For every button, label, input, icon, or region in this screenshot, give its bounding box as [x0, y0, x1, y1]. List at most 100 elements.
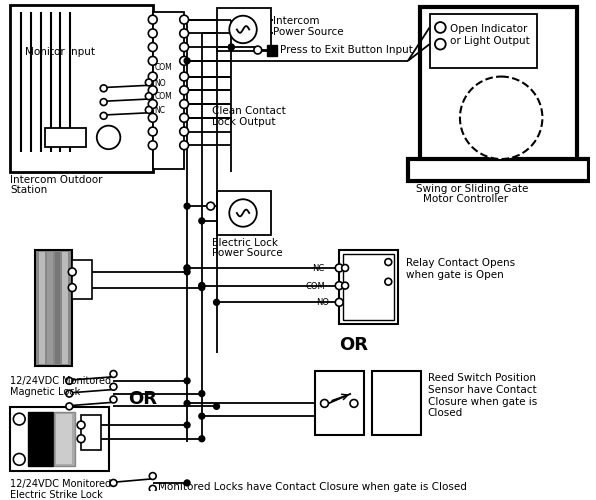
Circle shape [180, 15, 188, 24]
Circle shape [145, 79, 152, 86]
Circle shape [110, 480, 117, 486]
Circle shape [184, 480, 190, 486]
Bar [63, 252, 69, 364]
Circle shape [180, 72, 188, 81]
Circle shape [180, 141, 188, 150]
Text: Station: Station [10, 184, 48, 194]
Circle shape [148, 86, 157, 94]
Text: NC: NC [312, 264, 324, 273]
Text: Magnetic Lock: Magnetic Lock [10, 386, 80, 396]
Circle shape [180, 56, 188, 66]
Circle shape [149, 472, 156, 480]
Circle shape [435, 22, 446, 33]
Bar [46, 252, 52, 364]
Text: or Light Output: or Light Output [450, 36, 530, 46]
Circle shape [66, 403, 73, 410]
Bar [266, 45, 277, 56]
Text: Motor Controller: Motor Controller [423, 194, 508, 204]
Bar [10, 408, 108, 471]
Text: Power Source: Power Source [212, 248, 283, 258]
Circle shape [184, 265, 190, 271]
Bar [72, 260, 92, 300]
Text: COM: COM [155, 92, 172, 102]
Circle shape [228, 44, 234, 50]
Text: Lock Output: Lock Output [212, 117, 275, 127]
Circle shape [148, 100, 157, 108]
Circle shape [336, 282, 343, 290]
Circle shape [110, 384, 117, 390]
Circle shape [77, 421, 85, 429]
Circle shape [184, 400, 190, 406]
Bar [372, 371, 421, 435]
Text: COM: COM [306, 282, 325, 290]
Circle shape [184, 203, 190, 209]
Circle shape [100, 98, 107, 105]
Bar [39, 252, 45, 364]
Circle shape [199, 282, 205, 288]
Circle shape [184, 58, 190, 64]
Text: NO: NO [155, 78, 166, 88]
Circle shape [474, 90, 529, 146]
Bar [315, 371, 364, 435]
Bar [28, 412, 52, 466]
Text: 12/24VDC Monitored: 12/24VDC Monitored [10, 479, 111, 489]
Text: Closed: Closed [427, 408, 463, 418]
Circle shape [145, 106, 152, 114]
Circle shape [207, 202, 215, 210]
Circle shape [110, 396, 117, 403]
Circle shape [100, 85, 107, 92]
Text: Reed Switch Position: Reed Switch Position [427, 373, 536, 383]
Circle shape [350, 400, 358, 407]
Circle shape [336, 264, 343, 272]
Circle shape [254, 46, 262, 54]
Circle shape [145, 93, 152, 100]
Bar [54, 412, 75, 466]
Text: Swing or Sliding Gate: Swing or Sliding Gate [416, 184, 528, 194]
Text: Electric Lock: Electric Lock [212, 238, 278, 248]
Text: Intercom: Intercom [274, 16, 320, 26]
Text: Monitored Locks have Contact Closure when gate is Closed: Monitored Locks have Contact Closure whe… [157, 482, 467, 492]
Circle shape [460, 76, 542, 159]
Circle shape [199, 284, 205, 290]
Circle shape [199, 436, 205, 442]
Circle shape [180, 42, 188, 51]
Circle shape [385, 278, 392, 285]
Circle shape [148, 29, 157, 38]
Text: Monitor Input: Monitor Input [25, 47, 95, 57]
Circle shape [97, 126, 120, 149]
Bar [343, 254, 394, 320]
Circle shape [199, 492, 205, 498]
Circle shape [180, 29, 188, 38]
Circle shape [199, 413, 205, 419]
Text: COM: COM [155, 63, 172, 72]
Circle shape [342, 264, 349, 272]
Text: Intercom Outdoor: Intercom Outdoor [10, 174, 103, 184]
Circle shape [66, 378, 73, 384]
Circle shape [69, 268, 76, 276]
Circle shape [184, 378, 190, 384]
Circle shape [199, 282, 205, 288]
Text: OR: OR [128, 390, 157, 407]
Text: NO: NO [316, 298, 328, 308]
Bar [10, 5, 153, 172]
Bar [35, 250, 72, 366]
Bar [420, 7, 577, 162]
Circle shape [149, 498, 156, 500]
Circle shape [148, 15, 157, 24]
Circle shape [184, 422, 190, 428]
Circle shape [148, 72, 157, 81]
Circle shape [184, 265, 190, 271]
Text: OR: OR [339, 336, 368, 353]
Circle shape [180, 114, 188, 122]
Circle shape [69, 284, 76, 292]
Circle shape [77, 435, 85, 442]
Bar [81, 415, 101, 450]
Circle shape [148, 56, 157, 66]
Circle shape [213, 300, 219, 306]
Circle shape [100, 112, 107, 119]
Circle shape [180, 127, 188, 136]
Circle shape [199, 218, 205, 224]
Text: Power Source: Power Source [274, 28, 344, 38]
Circle shape [435, 39, 446, 50]
Bar [55, 414, 72, 465]
